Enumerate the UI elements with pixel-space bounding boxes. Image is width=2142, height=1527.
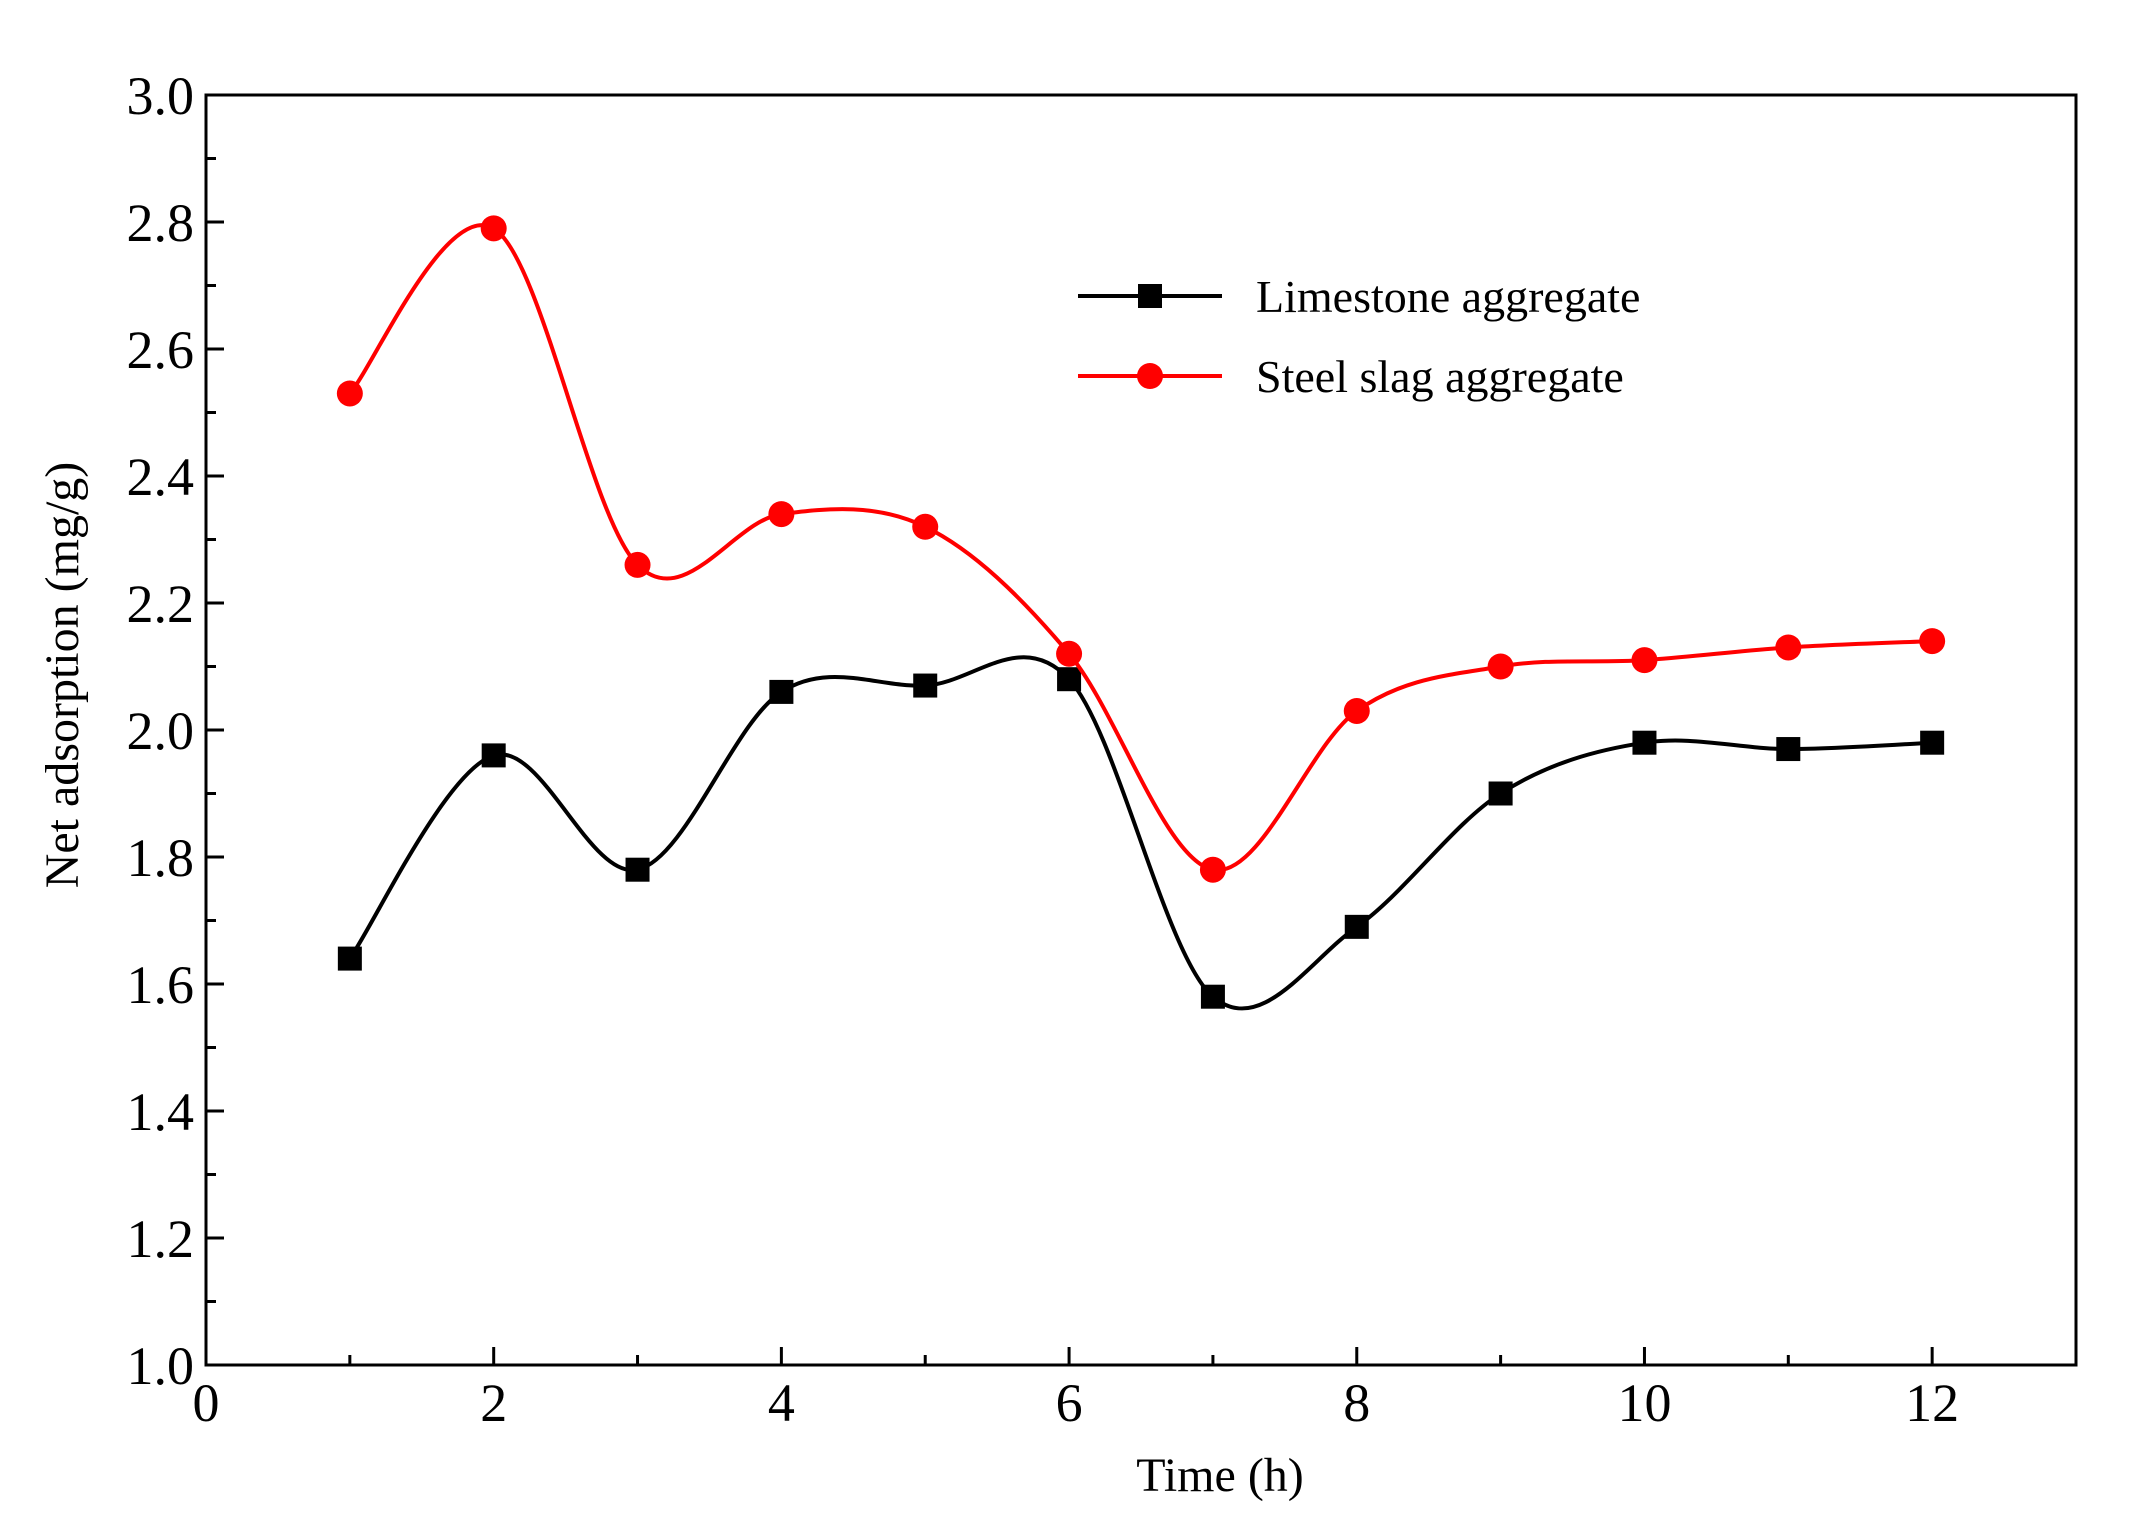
legend-item: Limestone aggregate <box>1078 271 1640 322</box>
legend: Limestone aggregate Steel slag aggregate <box>1078 271 1640 402</box>
data-point <box>1920 730 1945 755</box>
y-tick-label: 2.8 <box>127 193 195 253</box>
x-tick-label: 10 <box>1617 1373 1671 1433</box>
data-point <box>1776 737 1801 762</box>
legend-label: Steel slag aggregate <box>1256 351 1624 402</box>
data-point <box>1199 856 1226 883</box>
data-point <box>768 501 795 528</box>
x-tick-label: 6 <box>1056 1373 1083 1433</box>
x-axis-title: Time (h) <box>1136 1449 1304 1502</box>
y-tick-label: 1.4 <box>127 1082 195 1142</box>
data-point <box>912 513 939 540</box>
data-point <box>1631 647 1658 674</box>
y-tick-label: 2.2 <box>127 574 195 634</box>
data-point <box>1488 781 1513 806</box>
series-1 <box>337 655 1945 1011</box>
data-point <box>624 551 651 578</box>
data-point <box>1344 914 1369 939</box>
x-tick-label: 2 <box>480 1373 507 1433</box>
data-point <box>769 679 794 704</box>
y-tick-label: 2.0 <box>127 701 195 761</box>
data-point <box>1057 667 1082 692</box>
data-point <box>1200 984 1225 1009</box>
series-layer <box>336 215 1946 1011</box>
y-tick-label: 2.4 <box>127 447 195 507</box>
data-point <box>1632 730 1657 755</box>
y-tick-label: 1.2 <box>127 1209 195 1269</box>
y-tick-label: 1.0 <box>127 1336 195 1396</box>
data-point <box>480 215 507 242</box>
series-2 <box>336 215 1946 883</box>
legend-label: Limestone aggregate <box>1256 271 1640 322</box>
x-tick-label: 0 <box>193 1373 220 1433</box>
y-tick-label: 1.6 <box>127 955 195 1015</box>
y-tick-label: 3.0 <box>127 66 195 126</box>
legend-item: Steel slag aggregate <box>1078 351 1624 402</box>
data-point <box>1056 640 1083 667</box>
data-point <box>913 673 938 698</box>
plot-frame <box>204 93 2078 1367</box>
data-point <box>1919 628 1946 655</box>
data-point <box>337 946 362 971</box>
data-point <box>1343 697 1370 724</box>
data-point <box>625 857 650 882</box>
x-tick-label: 12 <box>1905 1373 1959 1433</box>
legend-swatch-marker <box>1138 284 1162 308</box>
ticks-layer: 0 2 4 6 8 10 12 1.0 1.2 1.4 1.6 1.8 2.0 2.2 2.4 2.6 2.8 3… <box>127 66 2078 1433</box>
data-point <box>1775 634 1802 661</box>
y-tick-label: 1.8 <box>127 828 195 888</box>
data-point <box>336 380 363 407</box>
legend-swatch-marker <box>1137 363 1163 389</box>
x-tick-label: 4 <box>768 1373 795 1433</box>
data-point <box>1487 653 1514 680</box>
y-tick-label: 2.6 <box>127 320 195 380</box>
y-axis-title: Net adsorption (mg/g) <box>36 462 89 889</box>
data-point <box>481 743 506 768</box>
x-tick-label: 8 <box>1343 1373 1370 1433</box>
